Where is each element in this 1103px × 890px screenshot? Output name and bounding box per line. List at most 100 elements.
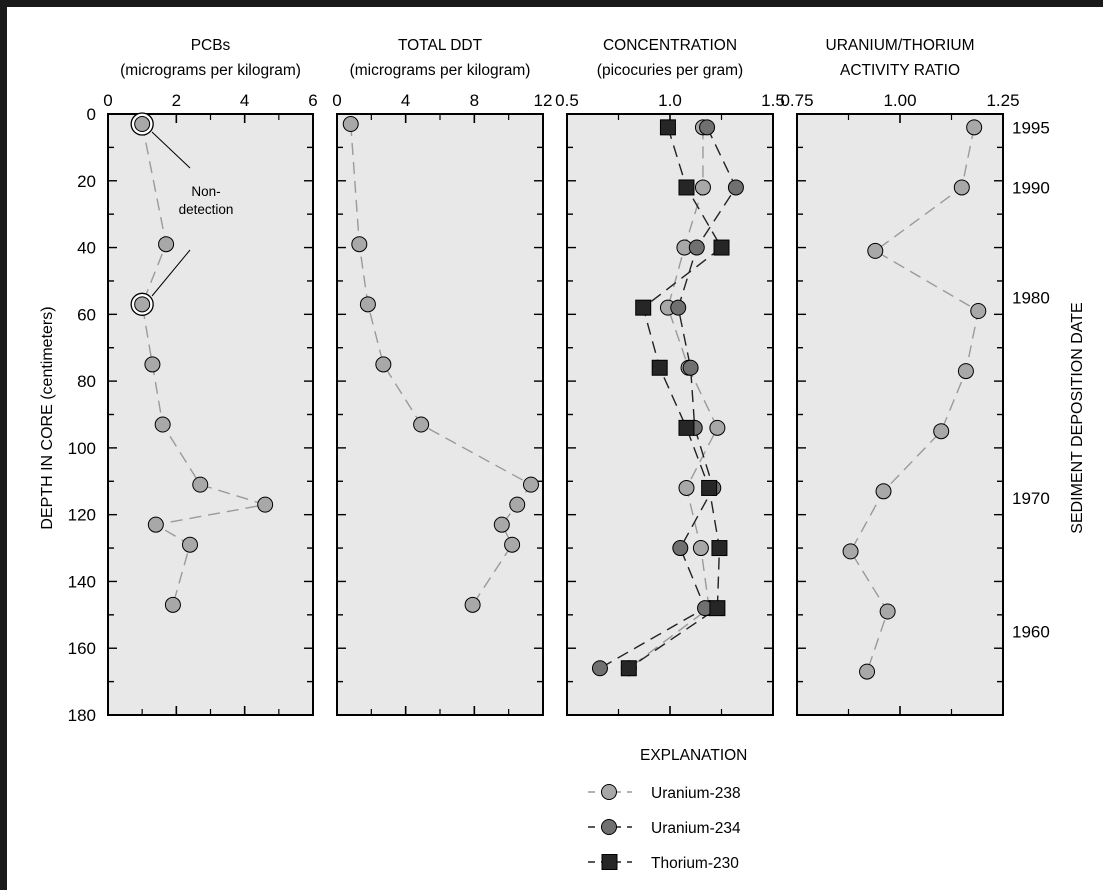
marker-DDT xyxy=(522,476,539,493)
panel-title-line1: CONCENTRATION xyxy=(603,37,737,54)
marker-U238 xyxy=(709,419,726,436)
left-border xyxy=(0,0,7,890)
marker-PCB xyxy=(158,236,175,253)
marker-UTh xyxy=(933,423,950,440)
legend: EXPLANATION Uranium-238 Uranium-234 Thoriu… xyxy=(588,747,747,872)
marker-DDT xyxy=(342,116,359,133)
marker-UTh xyxy=(966,119,983,136)
panel-3: CONCENTRATION (picocuries per gram) 0.5 1.0… xyxy=(555,37,785,716)
marker-DDT xyxy=(359,296,376,313)
x-tick-label: 1.5 xyxy=(761,91,785,110)
marker-U234 xyxy=(672,540,689,557)
depth-tick-label: 40 xyxy=(77,239,96,258)
date-label: 1970 xyxy=(1012,489,1050,508)
marker-PCB xyxy=(147,516,164,533)
series-line-UTh xyxy=(849,127,980,672)
panel-2: TOTAL DDT (micrograms per kilogram) 0 4 8 12 xyxy=(332,37,553,716)
series-line-Th230 xyxy=(628,127,723,669)
panel-background xyxy=(566,113,774,716)
x-tick-label: 4 xyxy=(240,91,249,110)
date-label: 1960 xyxy=(1012,623,1050,642)
depth-tick-label: 180 xyxy=(68,706,96,725)
x-tick-label: 8 xyxy=(470,91,479,110)
legend-title: EXPLANATION xyxy=(640,747,747,764)
marker-PCB xyxy=(134,296,151,313)
x-tick-label: 0.5 xyxy=(555,91,579,110)
annotation-text-line1: Non- xyxy=(191,184,220,199)
marker-DDT xyxy=(493,516,510,533)
marker-Th230 xyxy=(709,600,726,617)
depth-tick-label: 20 xyxy=(77,172,96,191)
marker-U238 xyxy=(678,479,695,496)
marker-Th230 xyxy=(659,119,676,136)
x-tick-label: 1.25 xyxy=(986,91,1019,110)
marker-Th230 xyxy=(651,359,668,376)
panel-background xyxy=(796,113,1004,716)
legend-marker-Th230 xyxy=(601,854,618,870)
legend-label-Th230: Thorium-230 xyxy=(651,855,739,872)
panel-title-line2: (picocuries per gram) xyxy=(597,62,743,79)
marker-Th230 xyxy=(635,299,652,316)
marker-PCB xyxy=(164,596,181,613)
marker-DDT xyxy=(375,356,392,373)
marker-DDT xyxy=(504,536,521,553)
marker-PCB xyxy=(257,496,274,513)
legend-label-U238: Uranium-238 xyxy=(651,785,741,802)
marker-DDT xyxy=(509,496,526,513)
top-border xyxy=(0,0,1103,7)
annotation-text-line2: detection xyxy=(179,202,234,217)
x-tick-label: 1.0 xyxy=(658,91,682,110)
depth-tick-label: 120 xyxy=(68,506,96,525)
legend-marker-U234 xyxy=(601,819,617,835)
marker-UTh xyxy=(867,242,884,259)
panel-title-line1: PCBs xyxy=(191,37,231,54)
marker-Th230 xyxy=(713,239,730,256)
marker-UTh xyxy=(953,179,970,196)
panel-title-line1: URANIUM/THORIUM xyxy=(826,37,975,54)
series-line-U234 xyxy=(599,127,737,669)
x-tick-label: 0.75 xyxy=(780,91,813,110)
x-tick-label: 2 xyxy=(172,91,181,110)
marker-U238 xyxy=(694,179,711,196)
marker-Th230 xyxy=(620,660,637,677)
x-tick-label: 6 xyxy=(308,91,317,110)
x-tick-label: 12 xyxy=(534,91,553,110)
legend-label-U234: Uranium-234 xyxy=(651,820,741,837)
marker-Th230 xyxy=(701,479,718,496)
marker-PCB xyxy=(182,536,198,553)
marker-Th230 xyxy=(678,419,695,436)
x-tick-label: 1.00 xyxy=(883,91,916,110)
date-label: 1990 xyxy=(1012,178,1050,197)
marker-U234 xyxy=(682,359,699,376)
marker-PCB xyxy=(154,416,171,433)
depth-axis: DEPTH IN CORE (centimeters) 0 20 40 60 80 100… xyxy=(39,105,96,725)
depth-tick-label: 80 xyxy=(77,372,96,391)
marker-UTh xyxy=(875,483,892,500)
marker-U234 xyxy=(727,179,744,196)
series-line-DDT xyxy=(350,123,532,606)
series-line-PCB xyxy=(141,123,266,606)
marker-Th230 xyxy=(711,540,728,557)
marker-DDT xyxy=(464,596,481,613)
marker-UTh xyxy=(842,543,859,560)
x-tick-label: 4 xyxy=(401,91,410,110)
depth-tick-label: 160 xyxy=(68,639,96,658)
depth-tick-label: 0 xyxy=(87,105,96,124)
marker-U234 xyxy=(688,239,705,256)
panel-title-line2: (micrograms per kilogram) xyxy=(350,62,531,79)
marker-DDT xyxy=(413,416,430,433)
depth-tick-label: 60 xyxy=(77,305,96,324)
depth-tick-label: 100 xyxy=(68,439,96,458)
marker-U234 xyxy=(670,299,687,316)
x-tick-label: 0 xyxy=(103,91,112,110)
legend-marker-U238 xyxy=(601,784,617,800)
date-axis: SEDIMENT DEPOSITION DATE 1995 1990 1980 197… xyxy=(1012,118,1086,641)
series-line-U238 xyxy=(628,127,719,669)
marker-PCB xyxy=(134,116,151,133)
marker-U234 xyxy=(591,660,608,677)
marker-U234 xyxy=(699,119,716,136)
depth-tick-label: 140 xyxy=(68,572,96,591)
marker-UTh xyxy=(957,363,974,380)
